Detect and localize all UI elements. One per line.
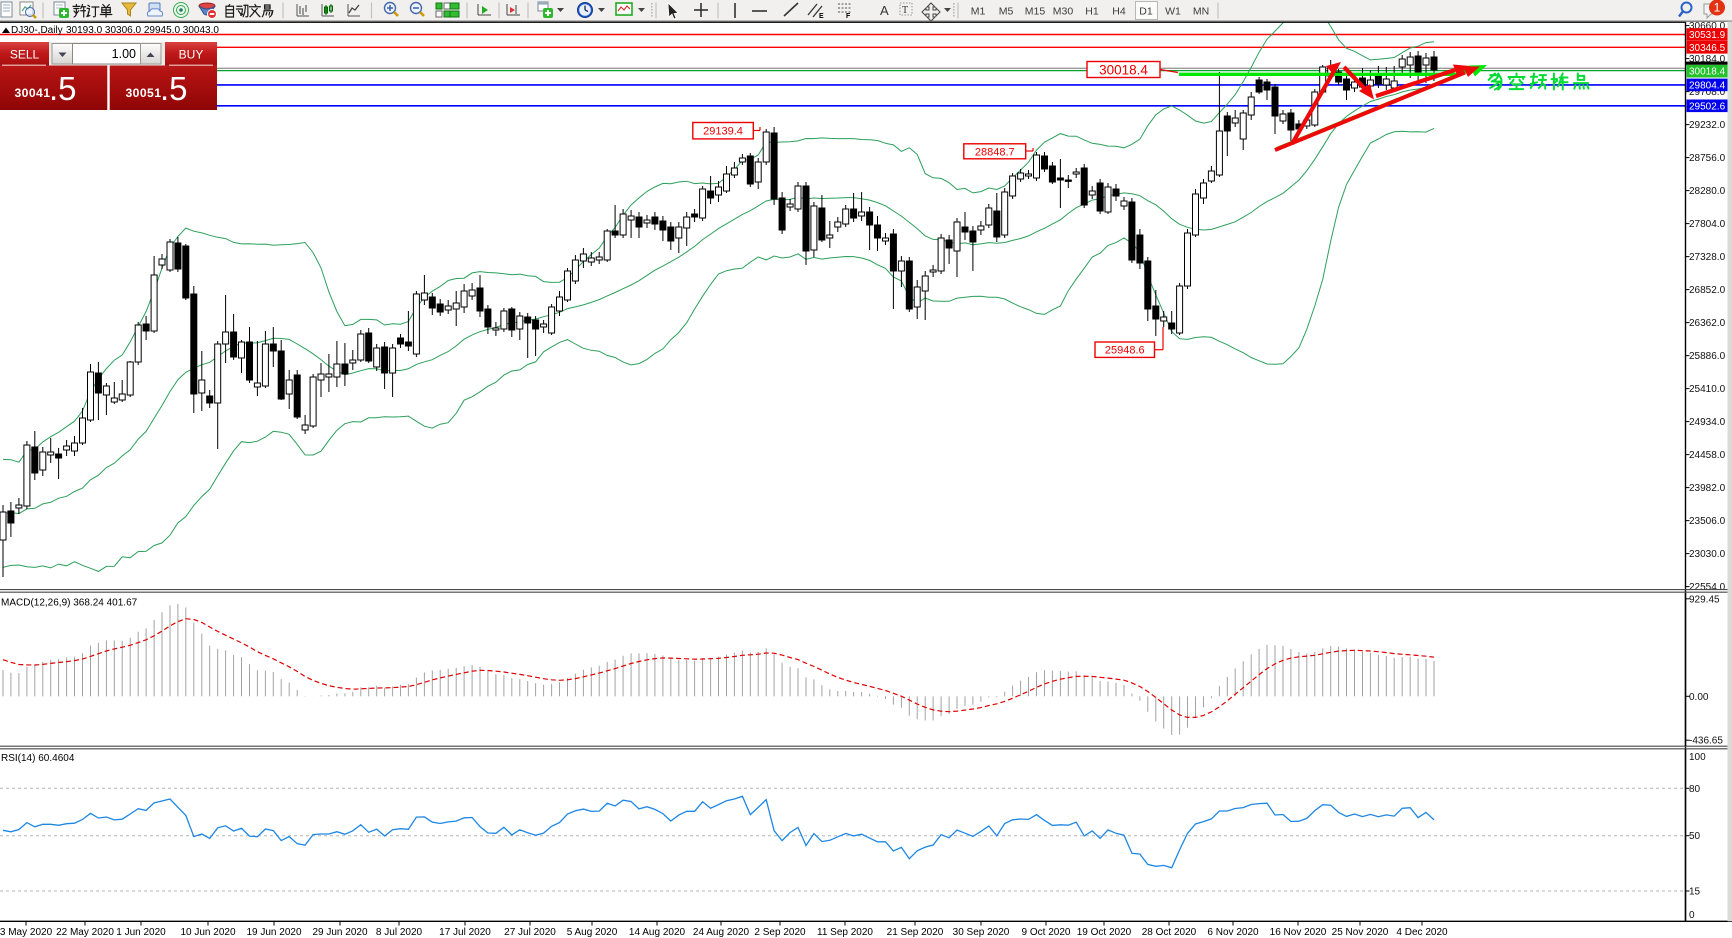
svg-text:26852.0: 26852.0 — [1689, 285, 1726, 296]
svg-text:15: 15 — [1689, 887, 1701, 898]
svg-text:0.00: 0.00 — [1689, 692, 1709, 703]
svg-text:.5: .5 — [49, 70, 77, 107]
svg-text:D1: D1 — [1139, 6, 1153, 18]
svg-text:16 Nov 2020: 16 Nov 2020 — [1270, 927, 1327, 938]
svg-text:929.45: 929.45 — [1689, 594, 1720, 605]
svg-text:25948.6: 25948.6 — [1105, 345, 1145, 357]
svg-text:9 Oct 2020: 9 Oct 2020 — [1022, 927, 1071, 938]
svg-text:4 Dec 2020: 4 Dec 2020 — [1396, 927, 1448, 938]
svg-text:M15: M15 — [1025, 6, 1046, 18]
svg-text:21 Sep 2020: 21 Sep 2020 — [887, 927, 944, 938]
svg-text:24458.0: 24458.0 — [1689, 450, 1726, 461]
svg-text:1.00: 1.00 — [112, 47, 136, 61]
svg-text:29 Jun 2020: 29 Jun 2020 — [312, 927, 367, 938]
svg-text:M30: M30 — [1053, 6, 1074, 18]
svg-text:F: F — [846, 13, 851, 20]
svg-text:80: 80 — [1689, 784, 1701, 795]
svg-text:28756.0: 28756.0 — [1689, 153, 1726, 164]
svg-text:11 Sep 2020: 11 Sep 2020 — [817, 927, 873, 938]
svg-text:3 May 2020: 3 May 2020 — [0, 927, 53, 938]
svg-text:14 Aug 2020: 14 Aug 2020 — [629, 927, 686, 938]
svg-text:30346.5: 30346.5 — [1689, 43, 1726, 54]
svg-text:A: A — [880, 3, 889, 18]
svg-text:17 Jul 2020: 17 Jul 2020 — [439, 927, 491, 938]
svg-text:27804.0: 27804.0 — [1689, 219, 1726, 230]
svg-text:RSI(14) 60.4604: RSI(14) 60.4604 — [1, 753, 75, 764]
svg-text:19 Jun 2020: 19 Jun 2020 — [246, 927, 301, 938]
svg-text:24 Aug 2020: 24 Aug 2020 — [693, 927, 750, 938]
svg-text:29804.4: 29804.4 — [1689, 80, 1726, 91]
svg-text:30184.0: 30184.0 — [1689, 54, 1726, 65]
svg-text:25886.0: 25886.0 — [1689, 351, 1726, 362]
svg-text:28 Oct 2020: 28 Oct 2020 — [1142, 927, 1197, 938]
svg-text:MACD(12,26,9) 368.24 401.67: MACD(12,26,9) 368.24 401.67 — [1, 598, 138, 609]
svg-text:0: 0 — [1689, 910, 1695, 921]
svg-text:23506.0: 23506.0 — [1689, 516, 1726, 527]
svg-text:100: 100 — [1689, 752, 1706, 763]
svg-text:25410.0: 25410.0 — [1689, 384, 1726, 395]
svg-text:27 Jul 2020: 27 Jul 2020 — [504, 927, 556, 938]
svg-text:30 Sep 2020: 30 Sep 2020 — [953, 927, 1010, 938]
svg-text:30531.9: 30531.9 — [1689, 30, 1726, 41]
svg-text:8 Jul 2020: 8 Jul 2020 — [376, 927, 423, 938]
svg-text:29139.4: 29139.4 — [703, 126, 743, 138]
svg-text:28848.7: 28848.7 — [975, 146, 1015, 158]
svg-text:50: 50 — [1689, 831, 1701, 842]
svg-text:29232.0: 29232.0 — [1689, 120, 1726, 131]
svg-text:23030.0: 23030.0 — [1689, 549, 1726, 560]
svg-text:22 May 2020: 22 May 2020 — [56, 927, 114, 938]
svg-text:26362.0: 26362.0 — [1689, 318, 1726, 329]
svg-text:SELL: SELL — [10, 48, 40, 62]
svg-text:1 Jun 2020: 1 Jun 2020 — [116, 927, 166, 938]
svg-text:H1: H1 — [1085, 6, 1099, 18]
svg-text:-436.65: -436.65 — [1689, 736, 1723, 747]
svg-text:27328.0: 27328.0 — [1689, 252, 1726, 263]
svg-text:M5: M5 — [999, 6, 1014, 18]
svg-text:30051: 30051 — [126, 86, 162, 100]
svg-text:10 Jun 2020: 10 Jun 2020 — [180, 927, 235, 938]
svg-text:22554.0: 22554.0 — [1689, 582, 1726, 593]
svg-text:DJ30-,Daily: DJ30-,Daily — [11, 25, 63, 36]
svg-text:30660.0: 30660.0 — [1689, 21, 1726, 32]
svg-text:.5: .5 — [160, 70, 188, 107]
svg-text:T: T — [902, 5, 908, 16]
svg-text:30041: 30041 — [15, 86, 51, 100]
svg-text:H4: H4 — [1112, 6, 1126, 18]
svg-text:30018.4: 30018.4 — [1099, 62, 1148, 77]
svg-text:23982.0: 23982.0 — [1689, 483, 1726, 494]
svg-text:BUY: BUY — [179, 48, 204, 62]
svg-text:1: 1 — [1714, 1, 1721, 15]
svg-text:30018.4: 30018.4 — [1689, 67, 1726, 78]
svg-text:29708.0: 29708.0 — [1689, 87, 1726, 98]
svg-text:29502.6: 29502.6 — [1689, 101, 1726, 112]
svg-text:30193.0 30306.0 29945.0 30043.: 30193.0 30306.0 29945.0 30043.0 — [66, 25, 219, 36]
svg-text:6 Nov 2020: 6 Nov 2020 — [1207, 927, 1259, 938]
svg-text:M1: M1 — [971, 6, 986, 18]
svg-text:E: E — [819, 13, 824, 20]
svg-text:24934.0: 24934.0 — [1689, 417, 1726, 428]
svg-text:28280.0: 28280.0 — [1689, 186, 1726, 197]
svg-text:19 Oct 2020: 19 Oct 2020 — [1077, 927, 1132, 938]
svg-text:25 Nov 2020: 25 Nov 2020 — [1332, 927, 1389, 938]
svg-text:2 Sep 2020: 2 Sep 2020 — [754, 927, 806, 938]
svg-text:MN: MN — [1193, 6, 1209, 18]
svg-text:5 Aug 2020: 5 Aug 2020 — [567, 927, 618, 938]
svg-text:W1: W1 — [1165, 6, 1181, 18]
